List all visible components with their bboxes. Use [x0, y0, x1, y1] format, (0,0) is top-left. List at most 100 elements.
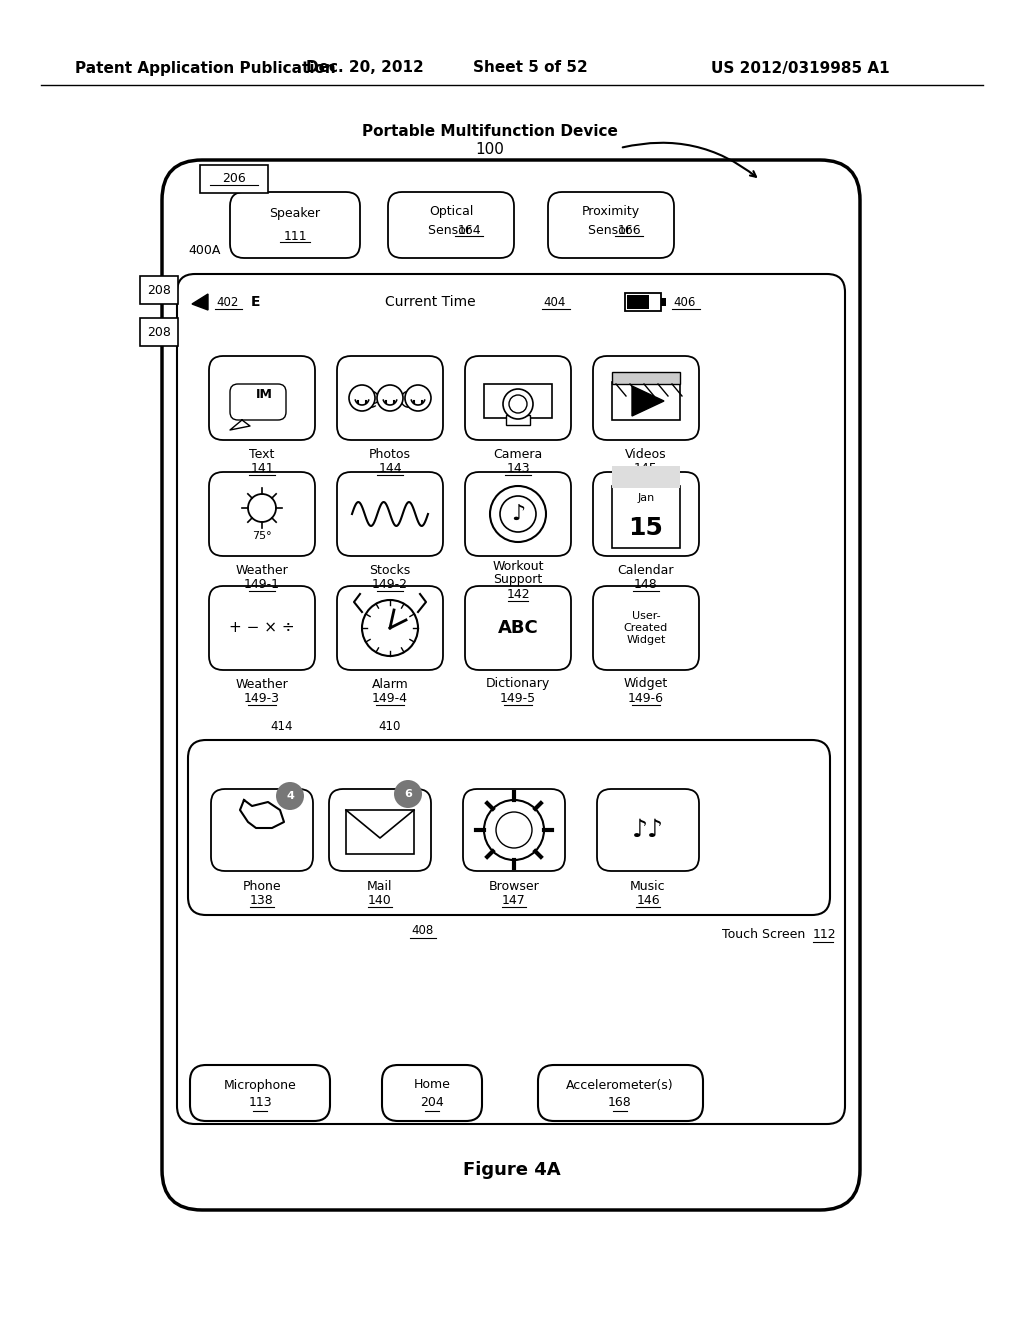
Circle shape — [509, 395, 527, 413]
Text: 149-1: 149-1 — [244, 578, 280, 590]
Text: Widget: Widget — [624, 677, 668, 690]
Text: 138: 138 — [250, 894, 273, 907]
Text: 164: 164 — [457, 223, 481, 236]
Text: 112: 112 — [813, 928, 837, 941]
Text: US 2012/0319985 A1: US 2012/0319985 A1 — [711, 61, 889, 75]
Text: 149-6: 149-6 — [628, 692, 664, 705]
Text: Sensor: Sensor — [428, 223, 474, 236]
Circle shape — [484, 800, 544, 861]
Text: Calendar: Calendar — [617, 564, 674, 577]
Circle shape — [349, 385, 375, 411]
Text: 6: 6 — [404, 789, 412, 799]
Text: 204: 204 — [420, 1097, 443, 1110]
FancyBboxPatch shape — [593, 586, 699, 671]
Text: Speaker: Speaker — [269, 207, 321, 220]
Text: 206: 206 — [222, 173, 246, 186]
FancyBboxPatch shape — [337, 473, 443, 556]
Text: Patent Application Publication: Patent Application Publication — [75, 61, 336, 75]
Text: 149-3: 149-3 — [244, 692, 280, 705]
Text: Figure 4A: Figure 4A — [463, 1162, 561, 1179]
Text: Camera: Camera — [494, 447, 543, 461]
Circle shape — [248, 494, 276, 521]
Text: IM: IM — [256, 388, 272, 400]
Text: 168: 168 — [608, 1097, 632, 1110]
Text: Mail: Mail — [368, 879, 393, 892]
Bar — [140, 276, 178, 304]
Text: 143: 143 — [506, 462, 529, 474]
Bar — [506, 414, 530, 425]
Circle shape — [394, 780, 422, 808]
FancyBboxPatch shape — [230, 191, 360, 257]
Polygon shape — [193, 294, 208, 310]
Bar — [612, 381, 680, 420]
Text: Sheet 5 of 52: Sheet 5 of 52 — [473, 61, 588, 75]
Text: Browser: Browser — [488, 879, 540, 892]
FancyBboxPatch shape — [211, 789, 313, 871]
FancyBboxPatch shape — [177, 275, 845, 1125]
Text: 4: 4 — [286, 791, 294, 801]
FancyBboxPatch shape — [209, 356, 315, 440]
Text: 113: 113 — [248, 1097, 271, 1110]
FancyBboxPatch shape — [337, 586, 443, 671]
Text: User-
Created
Widget: User- Created Widget — [624, 611, 668, 644]
Text: 142: 142 — [506, 587, 529, 601]
Text: Videos: Videos — [626, 447, 667, 461]
Text: Dec. 20, 2012: Dec. 20, 2012 — [306, 61, 424, 75]
Polygon shape — [632, 385, 664, 416]
Text: Support: Support — [494, 573, 543, 586]
Text: Jan: Jan — [637, 492, 654, 503]
FancyBboxPatch shape — [162, 160, 860, 1210]
Bar — [627, 294, 649, 309]
Text: ♪: ♪ — [511, 504, 525, 524]
Text: 208: 208 — [147, 284, 171, 297]
Text: 404: 404 — [544, 296, 566, 309]
Text: Weather: Weather — [236, 564, 289, 577]
Text: Photos: Photos — [369, 447, 411, 461]
Text: 15: 15 — [629, 516, 664, 540]
FancyBboxPatch shape — [388, 191, 514, 257]
Text: 147: 147 — [502, 894, 526, 907]
Bar — [612, 486, 680, 548]
Text: 144: 144 — [378, 462, 401, 474]
FancyBboxPatch shape — [593, 356, 699, 440]
Circle shape — [362, 601, 418, 656]
Text: 100: 100 — [475, 143, 505, 157]
Text: 408: 408 — [411, 924, 433, 937]
Text: 141: 141 — [250, 462, 273, 474]
Text: Stocks: Stocks — [370, 564, 411, 577]
Text: 400A: 400A — [188, 243, 220, 256]
FancyBboxPatch shape — [188, 741, 830, 915]
Text: Portable Multifunction Device: Portable Multifunction Device — [362, 124, 617, 140]
Text: 208: 208 — [147, 326, 171, 338]
FancyBboxPatch shape — [465, 356, 571, 440]
Text: 140: 140 — [368, 894, 392, 907]
FancyBboxPatch shape — [337, 356, 443, 440]
Text: 111: 111 — [284, 230, 307, 243]
Text: 402: 402 — [217, 296, 240, 309]
Text: ABC: ABC — [498, 619, 539, 638]
Text: Accelerometer(s): Accelerometer(s) — [566, 1078, 674, 1092]
FancyBboxPatch shape — [382, 1065, 482, 1121]
Polygon shape — [230, 420, 250, 430]
Text: 149-5: 149-5 — [500, 692, 536, 705]
Text: Dictionary: Dictionary — [485, 677, 550, 690]
Text: 148: 148 — [634, 578, 657, 590]
Text: 410: 410 — [379, 719, 401, 733]
FancyBboxPatch shape — [538, 1065, 703, 1121]
FancyBboxPatch shape — [465, 473, 571, 556]
Text: Touch Screen: Touch Screen — [722, 928, 805, 941]
FancyBboxPatch shape — [463, 789, 565, 871]
Text: 406: 406 — [674, 296, 696, 309]
Circle shape — [276, 781, 304, 810]
Text: 149-2: 149-2 — [372, 578, 408, 590]
Text: Phone: Phone — [243, 879, 282, 892]
Bar — [612, 466, 680, 488]
FancyBboxPatch shape — [597, 789, 699, 871]
Bar — [612, 372, 680, 384]
FancyBboxPatch shape — [209, 473, 315, 556]
Text: Text: Text — [249, 447, 274, 461]
FancyBboxPatch shape — [230, 384, 286, 420]
FancyBboxPatch shape — [329, 789, 431, 871]
Text: Microphone: Microphone — [223, 1078, 296, 1092]
Text: Weather: Weather — [236, 677, 289, 690]
